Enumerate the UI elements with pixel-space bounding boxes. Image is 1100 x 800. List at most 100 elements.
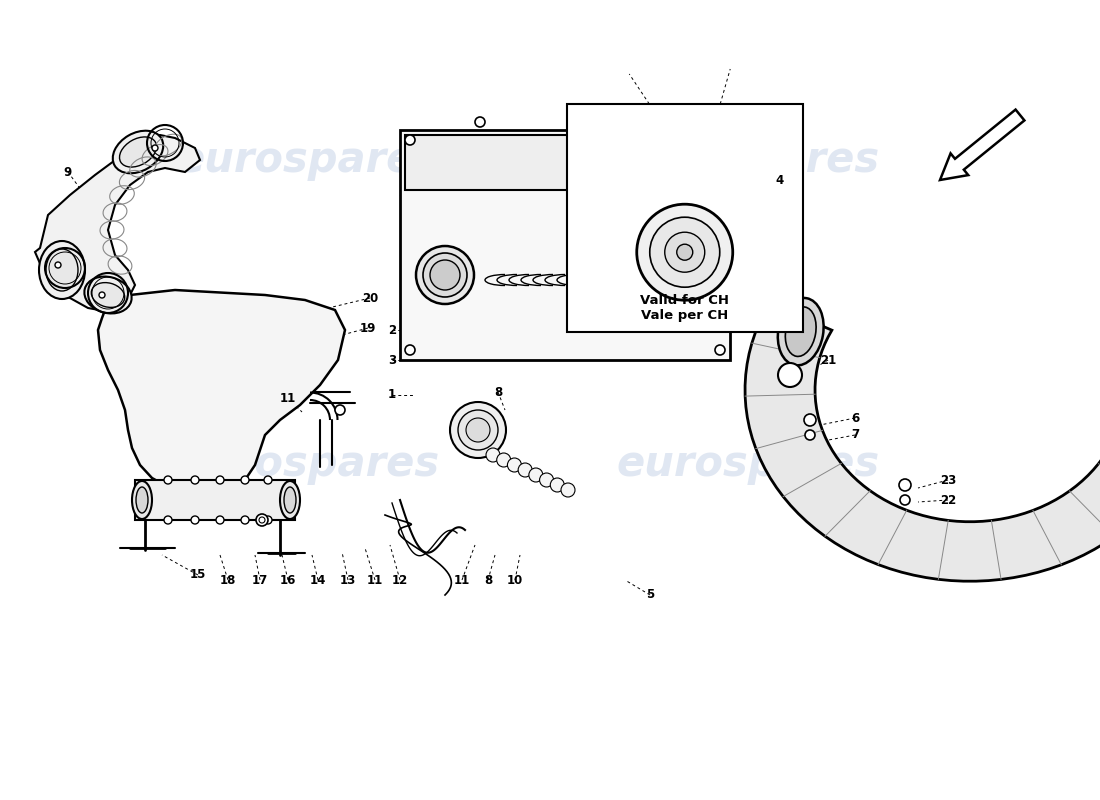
Circle shape	[55, 262, 60, 268]
Circle shape	[152, 145, 158, 151]
Circle shape	[645, 117, 654, 127]
Text: 11: 11	[279, 391, 296, 405]
Circle shape	[695, 117, 705, 127]
Circle shape	[664, 232, 705, 272]
Circle shape	[805, 430, 815, 440]
Circle shape	[241, 476, 249, 484]
Circle shape	[540, 473, 553, 487]
Circle shape	[466, 418, 490, 442]
Text: 11: 11	[367, 574, 383, 586]
Circle shape	[550, 478, 564, 492]
Text: 10: 10	[507, 574, 524, 586]
Ellipse shape	[91, 282, 124, 307]
Polygon shape	[405, 135, 725, 190]
Text: 8: 8	[484, 574, 492, 586]
Ellipse shape	[646, 251, 694, 299]
Text: 14: 14	[310, 574, 327, 586]
Circle shape	[191, 516, 199, 524]
Circle shape	[264, 516, 272, 524]
Text: 4: 4	[776, 174, 784, 186]
Ellipse shape	[778, 298, 824, 366]
Ellipse shape	[280, 481, 300, 519]
Circle shape	[458, 410, 498, 450]
Text: 18: 18	[220, 574, 236, 586]
Circle shape	[164, 476, 172, 484]
Text: 22: 22	[939, 494, 956, 506]
Circle shape	[450, 402, 506, 458]
Ellipse shape	[639, 244, 701, 306]
Text: 21: 21	[820, 354, 836, 366]
Circle shape	[900, 495, 910, 505]
Circle shape	[256, 514, 268, 526]
FancyBboxPatch shape	[566, 104, 803, 332]
Circle shape	[715, 135, 725, 145]
Text: 13: 13	[340, 574, 356, 586]
Ellipse shape	[46, 249, 78, 291]
Text: 11: 11	[454, 574, 470, 586]
Ellipse shape	[120, 137, 156, 167]
Ellipse shape	[284, 487, 296, 513]
Text: 2: 2	[388, 323, 396, 337]
Polygon shape	[35, 135, 200, 312]
Text: 12: 12	[392, 574, 408, 586]
Circle shape	[899, 479, 911, 491]
Text: 15: 15	[190, 569, 206, 582]
Circle shape	[637, 204, 733, 300]
Polygon shape	[400, 130, 730, 360]
Circle shape	[518, 463, 532, 477]
Text: 1: 1	[388, 389, 396, 402]
Circle shape	[405, 345, 415, 355]
Text: 8: 8	[494, 386, 502, 398]
Text: 6: 6	[851, 411, 859, 425]
Circle shape	[529, 468, 543, 482]
Circle shape	[475, 117, 485, 127]
Circle shape	[497, 453, 510, 467]
Ellipse shape	[424, 253, 468, 297]
Ellipse shape	[785, 307, 816, 357]
Text: 9: 9	[64, 166, 73, 178]
Circle shape	[507, 458, 521, 472]
Circle shape	[264, 476, 272, 484]
Circle shape	[216, 516, 224, 524]
Ellipse shape	[136, 487, 149, 513]
Circle shape	[715, 345, 725, 355]
Circle shape	[561, 483, 575, 497]
Polygon shape	[98, 290, 345, 498]
Circle shape	[164, 516, 172, 524]
Circle shape	[486, 448, 500, 462]
Circle shape	[241, 516, 249, 524]
Text: 17: 17	[252, 574, 268, 586]
Polygon shape	[135, 480, 295, 520]
Circle shape	[99, 292, 104, 298]
Text: 19: 19	[360, 322, 376, 334]
Circle shape	[191, 476, 199, 484]
Ellipse shape	[39, 241, 85, 299]
Text: eurospares: eurospares	[616, 443, 880, 485]
FancyArrow shape	[940, 110, 1024, 180]
Polygon shape	[745, 303, 1100, 581]
Text: eurospares: eurospares	[176, 139, 440, 181]
Text: 5: 5	[646, 589, 654, 602]
Text: 23: 23	[939, 474, 956, 486]
Circle shape	[405, 135, 415, 145]
Circle shape	[216, 476, 224, 484]
Text: eurospares: eurospares	[176, 443, 440, 485]
Ellipse shape	[113, 130, 163, 174]
Ellipse shape	[722, 250, 754, 300]
Circle shape	[676, 244, 693, 260]
Ellipse shape	[85, 277, 132, 314]
Circle shape	[258, 517, 265, 523]
Circle shape	[804, 414, 816, 426]
Text: 3: 3	[388, 354, 396, 366]
Ellipse shape	[430, 260, 460, 290]
Text: eurospares: eurospares	[616, 139, 880, 181]
Text: 20: 20	[362, 291, 378, 305]
Circle shape	[778, 363, 802, 387]
Circle shape	[650, 218, 719, 287]
Text: 16: 16	[279, 574, 296, 586]
Text: Valid for CH: Valid for CH	[640, 294, 728, 306]
Text: Vale per CH: Vale per CH	[640, 310, 728, 322]
Ellipse shape	[653, 258, 688, 292]
Ellipse shape	[132, 481, 152, 519]
Ellipse shape	[416, 246, 474, 304]
